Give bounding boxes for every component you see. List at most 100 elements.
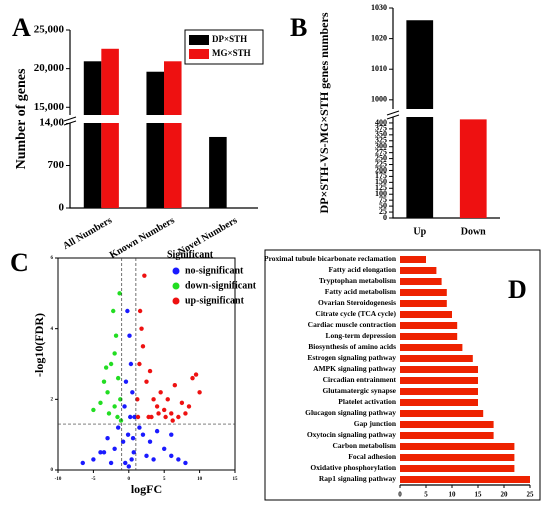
y-axis-label: -log10(FDR) [32,313,46,377]
y-tick-label: 350 [375,130,387,139]
point [162,407,167,413]
y-tick-label: Tryptophan metabolism [319,276,397,285]
y-tick-label: 250 [375,153,387,162]
point [142,273,147,278]
point [130,436,136,441]
y-tick-label: 0 [51,468,54,473]
x-tick-label: 0 [398,491,402,499]
x-tick-label: 15 [475,491,483,499]
panel-d-frame [264,249,541,501]
point [147,368,153,374]
point [183,460,188,466]
bar [146,71,164,209]
point [129,457,134,462]
point [176,457,181,462]
y-axis-label: Number of genes [14,68,29,169]
point [123,379,129,384]
y-tick-label: 275 [375,147,387,156]
point [125,432,131,437]
point [128,361,134,367]
point [140,344,146,349]
y-tick-label: 1030 [371,3,387,12]
legend-swatch [189,49,209,59]
point [130,390,135,395]
point [125,308,130,314]
x-tick-label: Up [413,226,426,237]
bar [406,20,434,218]
point [140,432,146,437]
bar [400,355,473,362]
y-tick-label: 125 [375,183,387,192]
x-tick-label: -5 [91,477,96,482]
y-tick-label: Focal adhesion [348,452,397,461]
point [147,439,153,444]
y-tick-label: Platelet activation [338,397,397,406]
point [151,457,156,462]
bar [400,300,447,307]
bar [400,256,426,263]
point [144,379,149,384]
point [137,361,142,367]
bar [164,61,182,208]
y-tick-label: Rap1 signaling pathway [319,474,396,483]
bar [400,443,515,450]
bar [400,278,442,285]
point [169,453,174,459]
y-tick-label: Cardiac muscle contraction [308,320,397,329]
point [183,411,188,416]
point [112,351,117,356]
y-tick-label: 375 [375,124,387,133]
point [190,375,195,381]
y-tick-label: 25,000 [34,24,65,36]
y-tick-label: 700 [48,159,65,171]
bar [400,421,494,428]
x-axis-label: logFC [131,482,162,496]
y-tick-label: Glucagon signaling pathway [305,408,396,417]
y-tick-label: 25 [379,207,387,216]
point [154,404,160,409]
bar [400,289,447,296]
point [103,365,109,370]
bar [400,366,478,373]
break-mark [386,110,400,116]
y-tick-label: 1010 [371,64,387,73]
bar [400,465,515,472]
y-tick-label: 0 [383,213,387,222]
y-tick-label: Carbon metabolism [332,441,396,450]
y-tick-label: 1000 [371,95,387,104]
bar [400,344,463,351]
y-tick-label: Gap junction [354,419,397,428]
point [137,425,142,430]
point [197,390,202,395]
panel-label: B [290,13,307,42]
point [101,379,107,384]
bar [400,410,484,417]
y-tick-label: Ovarian Steroidogenesis [318,298,396,307]
y-tick-label: 0 [59,202,65,214]
point [146,414,151,420]
x-tick-label: 0 [128,477,131,482]
point [158,390,163,395]
y-tick-label: 150 [375,177,387,186]
point [80,460,85,466]
legend-title: Significant [167,249,214,260]
bar [400,322,458,329]
point [115,414,120,420]
point [108,460,114,466]
legend-marker [172,297,180,305]
y-tick-label: Fatty acid elongation [329,265,397,274]
panel-label: C [10,248,29,277]
panel-label: A [12,13,31,42]
y-tick-label: Biosynthesis of amino acids [308,342,396,351]
y-tick-label: 6 [51,256,54,261]
legend-marker [172,282,180,290]
point [128,414,133,420]
point [106,411,112,416]
bar [400,333,458,340]
point [112,446,117,451]
break-mark [63,120,77,126]
y-tick-label: 1020 [371,33,387,42]
y-tick-label: 20,000 [34,62,65,74]
x-tick-label: Down [461,226,486,237]
bar [400,388,478,395]
